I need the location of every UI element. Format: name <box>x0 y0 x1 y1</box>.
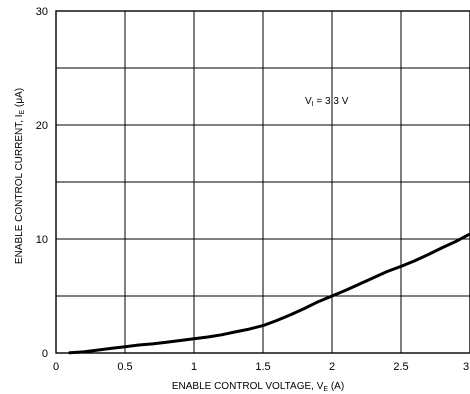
x-axis-tick-labels: 0 0.5 1 1.5 2 2.5 3 <box>53 361 469 373</box>
condition-annotation: VI = 3.3 V <box>305 96 349 108</box>
y-axis-label: ENABLE CONTROL CURRENT, IE (μA) <box>14 88 26 264</box>
gridlines <box>56 11 470 353</box>
x-tick-label: 3 <box>463 361 469 373</box>
x-tick-label: 2 <box>329 361 335 373</box>
x-axis-label: ENABLE CONTROL VOLTAGE, VE (A) <box>172 381 344 393</box>
x-tick-label: 1.5 <box>255 361 270 373</box>
x-tick-label: 2.5 <box>393 361 408 373</box>
y-tick-label: 0 <box>42 348 48 360</box>
plot-frame <box>55 10 470 354</box>
y-tick-label: 30 <box>36 6 48 18</box>
y-axis-tick-labels: 0 10 20 30 <box>36 6 48 360</box>
x-tick-label: 1 <box>191 361 197 373</box>
x-tick-label: 0 <box>53 361 59 373</box>
series-line <box>68 232 470 355</box>
y-tick-label: 10 <box>36 234 48 246</box>
x-tick-label: 0.5 <box>117 361 132 373</box>
y-tick-label: 20 <box>36 120 48 132</box>
